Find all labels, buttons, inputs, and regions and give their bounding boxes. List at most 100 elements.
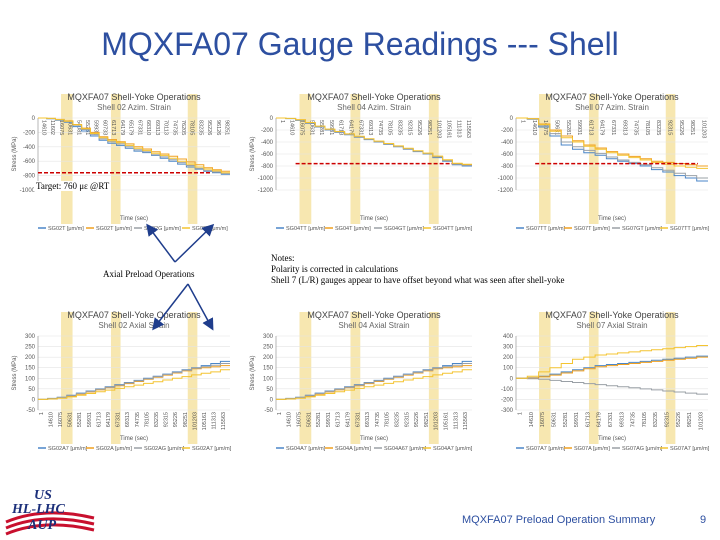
y-tick-label: 200 bbox=[503, 355, 514, 361]
x-tick-label: 67331 bbox=[610, 120, 616, 135]
x-axis-label: Time (sec) bbox=[360, 216, 388, 222]
x-tick-label: 101203 bbox=[700, 120, 706, 138]
y-tick-label: -400 bbox=[501, 140, 514, 146]
x-tick-label: 1 bbox=[39, 412, 45, 415]
x-tick-label: 98251 bbox=[426, 120, 432, 135]
x-tick-label: 96126 bbox=[215, 120, 221, 135]
y-tick-label: 300 bbox=[25, 334, 36, 340]
x-tick-label: 14610 bbox=[531, 120, 537, 135]
y-tick-label: -200 bbox=[501, 128, 514, 134]
x-tick-label: 78105 bbox=[642, 412, 648, 427]
legend-label: SG04TT [μm/m] bbox=[286, 226, 326, 232]
y-axis-label: Stress (MPa) bbox=[250, 136, 256, 171]
legend-label: SG04A7 [μm/m] bbox=[433, 446, 473, 452]
legend-label: SG07TT [μm/m] bbox=[670, 226, 710, 232]
y-tick-label: -200 bbox=[23, 130, 36, 136]
y-axis-label: Stress (MPa) bbox=[250, 355, 256, 390]
x-tick-label: 70113 bbox=[163, 120, 169, 135]
x-tick-label: 16075 bbox=[297, 412, 303, 427]
highlight-band bbox=[428, 94, 439, 224]
x-tick-label: 101203 bbox=[698, 412, 704, 430]
x-tick-label: 95226 bbox=[173, 412, 179, 427]
chart-title: MQXFA07 Shell-Yoke Operations bbox=[67, 310, 201, 320]
x-tick-label: 95226 bbox=[414, 412, 420, 427]
legend-label: SG04A [μm/m] bbox=[335, 446, 371, 452]
logo-line1: US bbox=[34, 488, 52, 503]
y-tick-label: -1200 bbox=[498, 188, 514, 194]
x-tick-label: 59931 bbox=[576, 120, 582, 135]
x-axis-label: Time (sec) bbox=[360, 436, 388, 442]
x-tick-label: 111313 bbox=[212, 412, 218, 430]
x-tick-label: 55281 bbox=[563, 412, 569, 427]
x-tick-label: 64179 bbox=[106, 412, 112, 427]
x-tick-label: 14610 bbox=[287, 412, 293, 427]
x-tick-label: 105161 bbox=[444, 412, 450, 430]
x-tick-label: 1 bbox=[277, 412, 283, 415]
x-tick-label: 83235 bbox=[653, 412, 659, 427]
x-axis-label: Time (sec) bbox=[120, 216, 148, 222]
x-tick-label: 95226 bbox=[206, 120, 212, 135]
x-tick-label: 65179 bbox=[128, 120, 134, 135]
target-annotation: Target: 760 με @RT bbox=[34, 181, 112, 191]
x-tick-label: 67331 bbox=[136, 120, 142, 135]
x-tick-label: 14610 bbox=[529, 412, 535, 427]
x-tick-label: 74735 bbox=[375, 412, 381, 427]
x-tick-label: 83235 bbox=[655, 120, 661, 135]
legend-label: SG07A [μm/m] bbox=[574, 446, 610, 452]
x-tick-label: 95226 bbox=[678, 120, 684, 135]
series-line bbox=[516, 356, 708, 379]
y-tick-label: -200 bbox=[261, 128, 274, 134]
x-tick-label: 69313 bbox=[125, 412, 131, 427]
y-tick-label: -50 bbox=[264, 408, 273, 414]
x-tick-label: 115563 bbox=[221, 412, 227, 430]
y-tick-label: 400 bbox=[503, 334, 514, 340]
y-tick-label: -100 bbox=[501, 387, 514, 393]
x-tick-label: 50631 bbox=[554, 120, 560, 135]
y-tick-label: -400 bbox=[261, 140, 274, 146]
x-tick-label: 55281 bbox=[565, 120, 571, 135]
x-tick-label: 78105 bbox=[189, 120, 195, 135]
x-tick-label: 1 bbox=[279, 120, 285, 123]
x-tick-label: 64179 bbox=[348, 120, 354, 135]
legend-label: SG07AG [μm/m] bbox=[622, 446, 663, 452]
x-tick-label: 111313 bbox=[455, 120, 461, 138]
x-tick-label: 69313 bbox=[621, 120, 627, 135]
legend-label: SG02A7 [μm/m] bbox=[192, 446, 232, 452]
chart-shell07-axial: MQXFA07 Shell-Yoke Operations Shell 07 Ax… bbox=[486, 306, 714, 454]
chart-title: MQXFA07 Shell-Yoke Operations bbox=[67, 92, 201, 102]
series-line bbox=[276, 363, 472, 400]
legend-label: SG04A67 [μm/m] bbox=[384, 446, 427, 452]
y-tick-label: 0 bbox=[270, 397, 274, 403]
x-tick-label: 14610 bbox=[40, 120, 46, 135]
x-tick-label: 61713 bbox=[338, 120, 344, 135]
x-tick-label: 74735 bbox=[377, 120, 383, 135]
x-tick-label: 98251 bbox=[424, 412, 430, 427]
y-tick-label: -600 bbox=[23, 159, 36, 165]
chart-title: MQXFA07 Shell-Yoke Operations bbox=[307, 310, 441, 320]
chart-title: MQXFA07 Shell-Yoke Operations bbox=[545, 92, 679, 102]
y-tick-label: 0 bbox=[270, 116, 274, 122]
x-tick-label: 83235 bbox=[395, 412, 401, 427]
x-tick-label: 69313 bbox=[154, 120, 160, 135]
x-tick-label: 59931 bbox=[328, 120, 334, 135]
chart-title: MQXFA07 Shell-Yoke Operations bbox=[307, 92, 441, 102]
legend-label: SG02A [μm/m] bbox=[96, 446, 132, 452]
x-tick-label: 1 bbox=[518, 412, 524, 415]
x-tick-label: 74735 bbox=[135, 412, 141, 427]
y-tick-label: 150 bbox=[263, 366, 274, 372]
x-tick-label: 69313 bbox=[367, 120, 373, 135]
x-axis-label: Time (sec) bbox=[598, 216, 626, 222]
x-tick-label: 50631 bbox=[68, 412, 74, 427]
chart-subtitle: Shell 04 Azim. Strain bbox=[337, 103, 411, 112]
logo-line3: AUP bbox=[28, 518, 56, 533]
y-tick-label: 250 bbox=[263, 345, 274, 351]
legend-label: SG07A7 [μm/m] bbox=[526, 446, 566, 452]
y-tick-label: -1200 bbox=[258, 188, 274, 194]
chart-subtitle: Shell 02 Azim. Strain bbox=[97, 103, 171, 112]
highlight-band bbox=[187, 94, 198, 224]
x-tick-label: 95226 bbox=[416, 120, 422, 135]
